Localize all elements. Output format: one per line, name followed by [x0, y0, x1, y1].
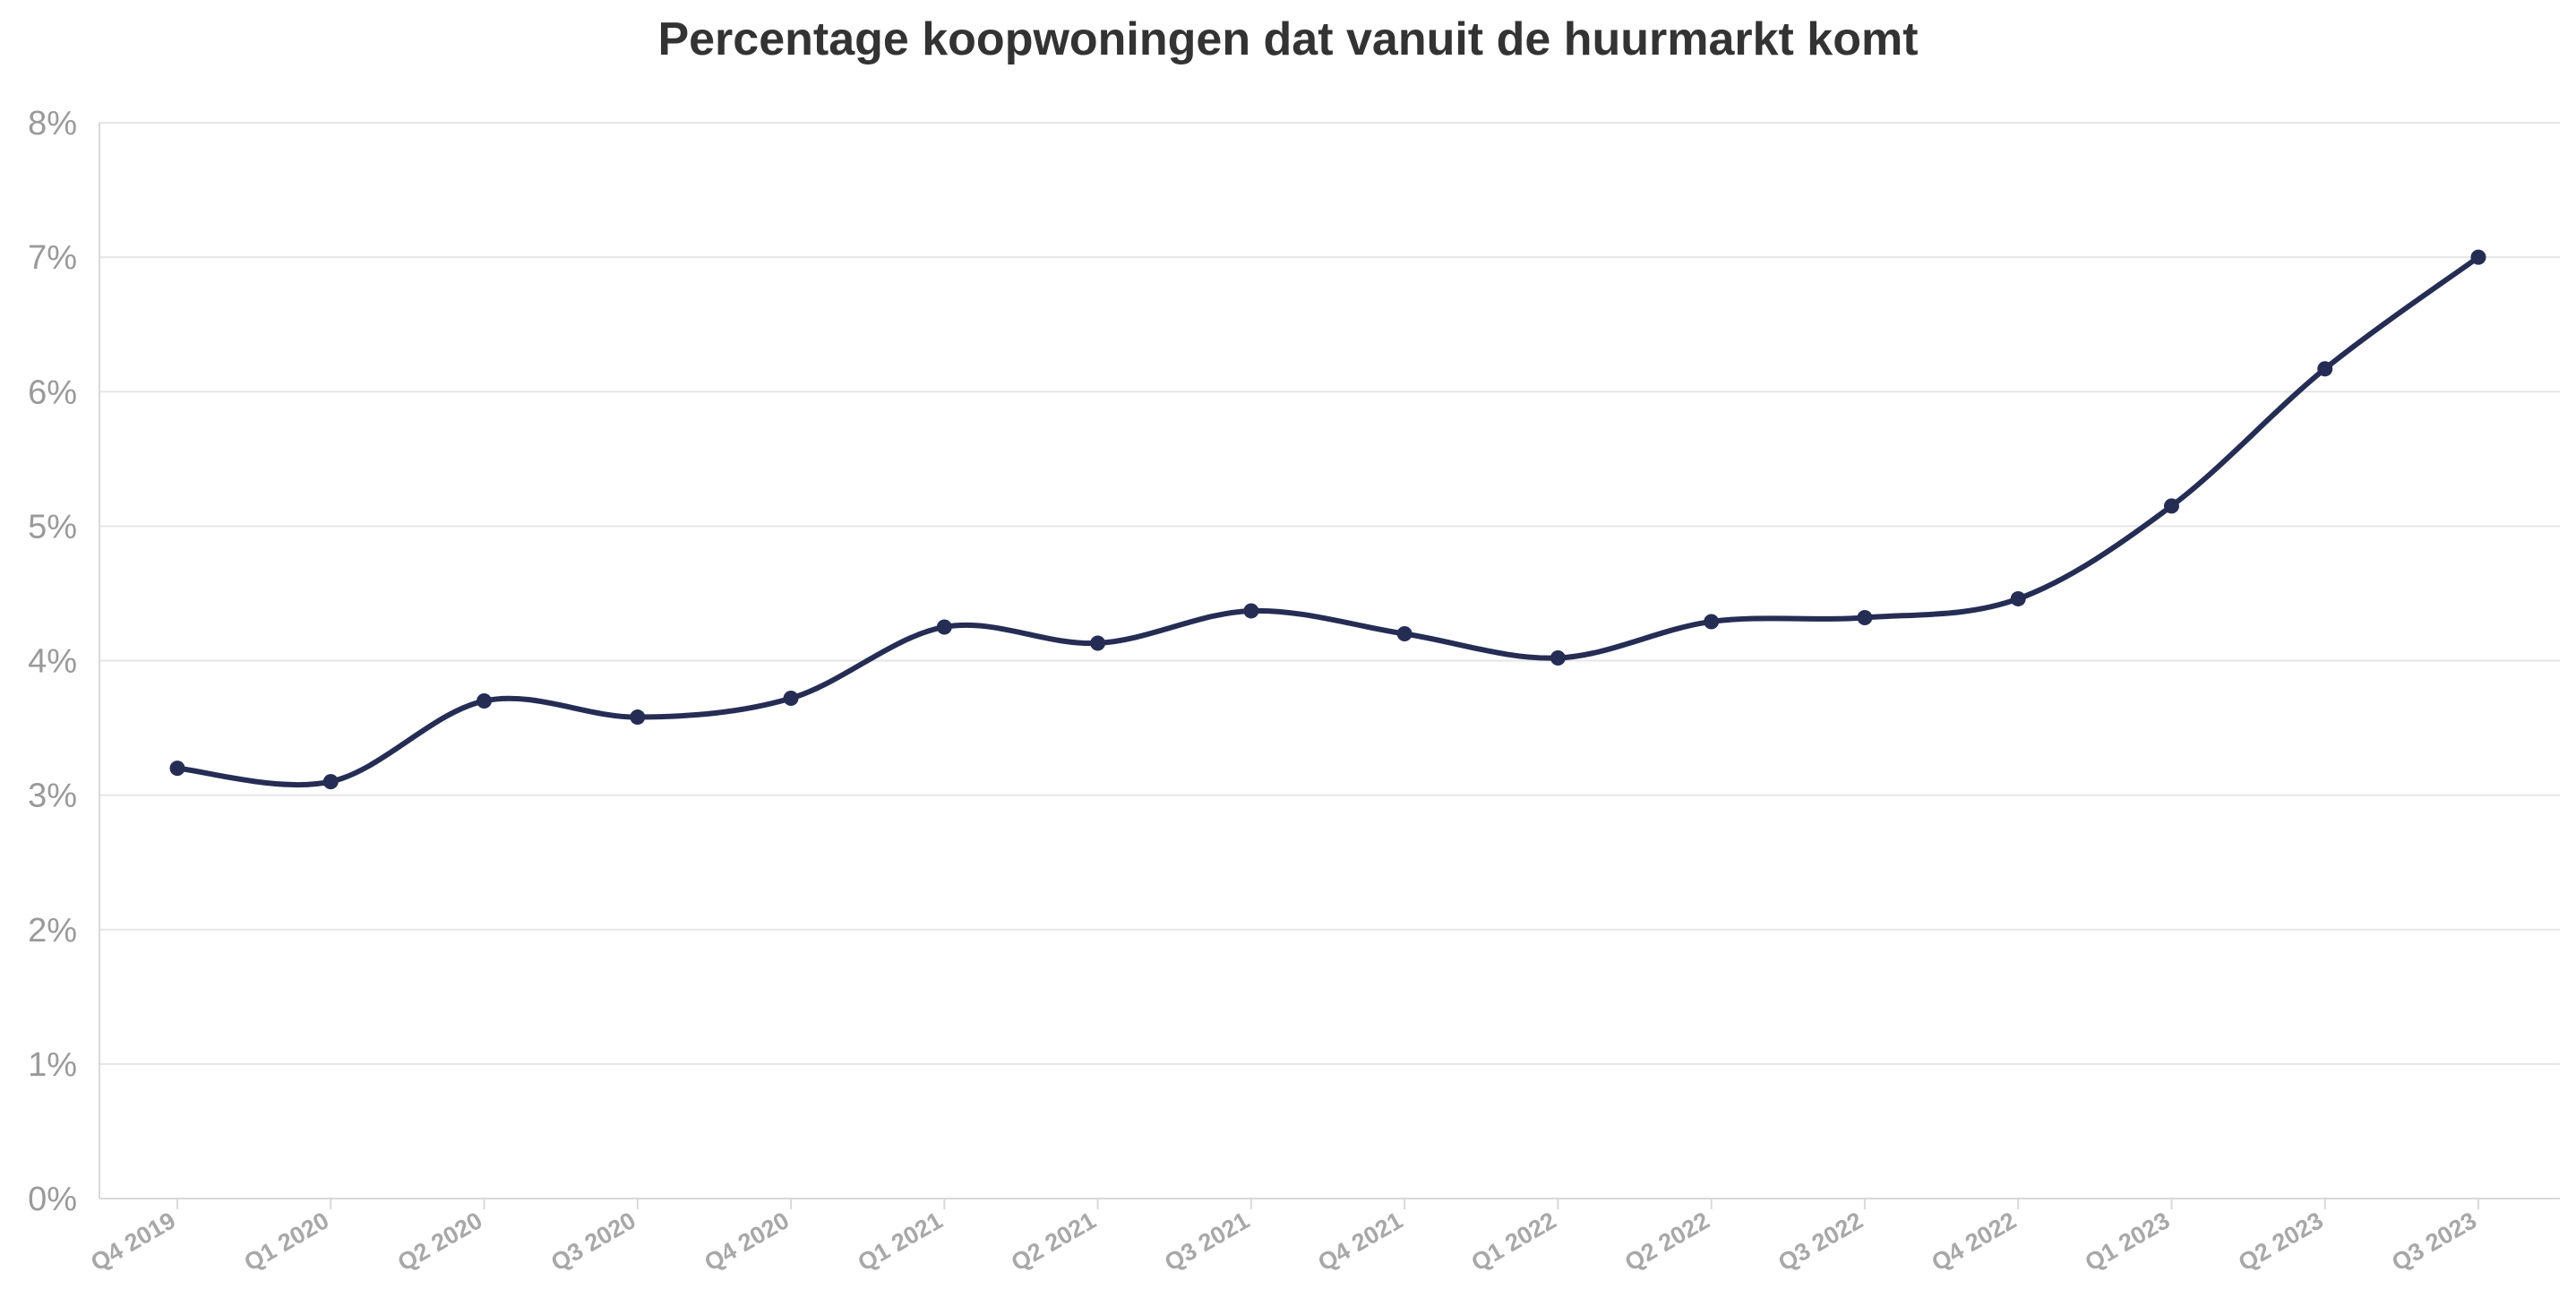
y-tick-label: 1% — [28, 1046, 77, 1084]
axes — [99, 123, 2560, 1209]
x-tick-label: Q1 2022 — [1467, 1207, 1561, 1276]
data-point — [169, 761, 185, 777]
data-point — [1090, 635, 1106, 651]
data-point — [936, 619, 952, 635]
data-point — [477, 693, 493, 709]
y-tick-label: 6% — [28, 374, 77, 411]
data-point — [1243, 603, 1259, 619]
y-tick-label: 2% — [28, 912, 77, 950]
x-tick-label: Q2 2022 — [1620, 1207, 1714, 1276]
x-tick-label: Q1 2020 — [240, 1207, 334, 1276]
x-tick-label: Q4 2019 — [86, 1207, 180, 1276]
chart-title: Percentage koopwoningen dat vanuit de hu… — [657, 13, 1919, 65]
x-tick-label: Q3 2021 — [1160, 1207, 1254, 1276]
data-point — [630, 709, 646, 726]
x-tick-label: Q2 2020 — [393, 1207, 487, 1276]
series — [175, 254, 2481, 788]
x-axis-ticks: Q4 2019 Q1 2020 Q2 2020 Q3 2020 Q4 2020 Q1 20… — [86, 1207, 2481, 1276]
data-point — [1550, 649, 1566, 666]
data-point — [1704, 614, 1720, 630]
data-point — [783, 691, 799, 707]
data-point — [2163, 498, 2179, 514]
y-axis-ticks: 0% 1% 2% 3% 4% 5% 6% 7% 8% — [28, 105, 77, 1218]
data-point — [2317, 361, 2333, 377]
data-point — [322, 774, 339, 790]
data-point — [2010, 590, 2026, 606]
y-tick-label: 7% — [28, 239, 77, 277]
x-tick-label: Q4 2020 — [700, 1207, 794, 1276]
x-tick-label: Q4 2022 — [1927, 1207, 2021, 1276]
series-line — [175, 254, 2481, 788]
y-tick-label: 8% — [28, 105, 77, 142]
x-tick-label: Q1 2023 — [2081, 1207, 2175, 1276]
y-tick-label: 4% — [28, 643, 77, 681]
y-tick-label: 5% — [28, 508, 77, 546]
data-point — [2470, 249, 2486, 265]
y-tick-label: 3% — [28, 778, 77, 815]
x-tick-label: Q3 2020 — [546, 1207, 640, 1276]
x-tick-label: Q4 2021 — [1313, 1207, 1407, 1276]
y-tick-label: 0% — [28, 1181, 77, 1218]
x-tick-label: Q2 2023 — [2234, 1207, 2328, 1276]
x-tick-label: Q1 2021 — [854, 1207, 948, 1276]
data-point — [1857, 609, 1873, 625]
grid-lines — [99, 122, 2560, 1065]
data-points — [169, 249, 2486, 790]
data-point — [1396, 625, 1413, 641]
x-tick-label: Q3 2022 — [1773, 1207, 1868, 1276]
x-tick-label: Q2 2021 — [1007, 1207, 1101, 1276]
x-tick-label: Q3 2023 — [2387, 1207, 2481, 1276]
